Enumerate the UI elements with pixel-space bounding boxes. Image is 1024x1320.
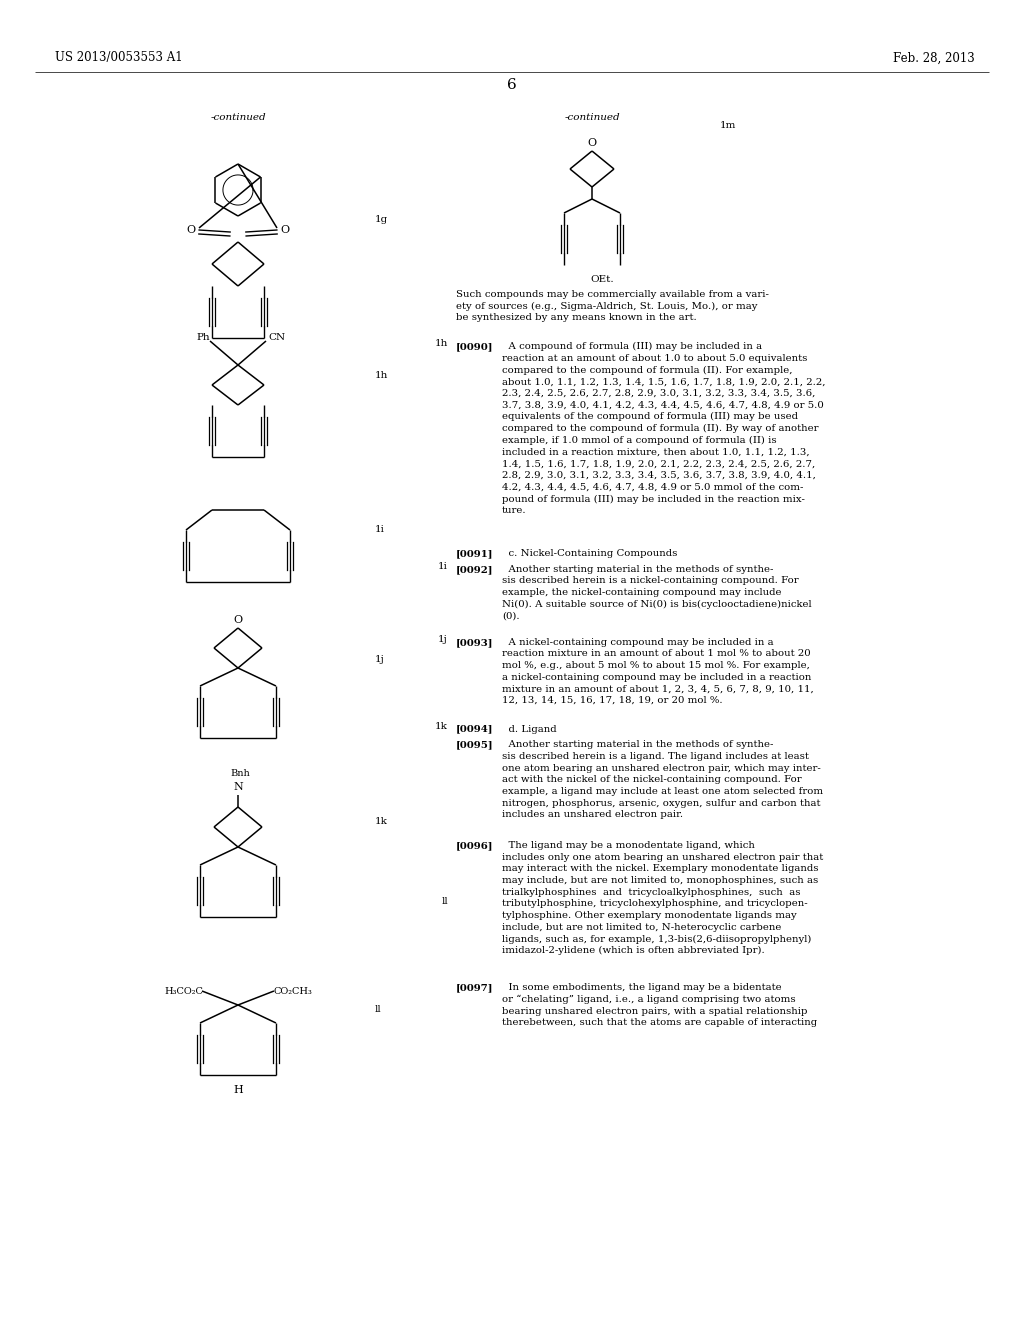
- Text: -continued: -continued: [210, 114, 266, 123]
- Text: [0094]: [0094]: [456, 725, 494, 734]
- Text: [0090]: [0090]: [456, 342, 494, 351]
- Text: CO₂CH₃: CO₂CH₃: [273, 987, 312, 997]
- Text: 1g: 1g: [375, 215, 388, 224]
- Text: O: O: [186, 224, 196, 235]
- Text: 1j: 1j: [375, 656, 385, 664]
- Text: [0091]: [0091]: [456, 549, 494, 558]
- Text: c. Nickel-Containing Compounds: c. Nickel-Containing Compounds: [502, 549, 677, 558]
- Text: N: N: [233, 781, 243, 792]
- Text: O: O: [281, 224, 290, 235]
- Text: Another starting material in the methods of synthe-
sis described herein is a li: Another starting material in the methods…: [502, 741, 823, 820]
- Text: H₃CO₂C: H₃CO₂C: [164, 987, 203, 997]
- Text: O: O: [588, 139, 597, 148]
- Text: US 2013/0053553 A1: US 2013/0053553 A1: [55, 51, 182, 65]
- Text: ll: ll: [375, 1006, 382, 1015]
- Text: 1h: 1h: [434, 339, 449, 348]
- Text: 1h: 1h: [375, 371, 388, 380]
- Text: [0095]: [0095]: [456, 741, 494, 750]
- Text: 1j: 1j: [438, 635, 449, 644]
- Text: In some embodiments, the ligand may be a bidentate
or “chelating” ligand, i.e., : In some embodiments, the ligand may be a…: [502, 983, 817, 1027]
- Text: [0092]: [0092]: [456, 565, 494, 574]
- Text: 6: 6: [507, 78, 517, 92]
- Text: 1i: 1i: [438, 562, 449, 572]
- Text: -continued: -continued: [564, 114, 620, 123]
- Text: 1k: 1k: [435, 722, 449, 731]
- Text: OEt.: OEt.: [590, 275, 613, 284]
- Text: d. Ligand: d. Ligand: [502, 725, 557, 734]
- Text: 1i: 1i: [375, 525, 385, 535]
- Text: A nickel-containing compound may be included in a
reaction mixture in an amount : A nickel-containing compound may be incl…: [502, 638, 814, 705]
- Text: Feb. 28, 2013: Feb. 28, 2013: [893, 51, 975, 65]
- Text: Such compounds may be commercially available from a vari-
ety of sources (e.g., : Such compounds may be commercially avail…: [456, 290, 769, 322]
- Text: [0096]: [0096]: [456, 841, 494, 850]
- Text: A compound of formula (III) may be included in a
reaction at an amount of about : A compound of formula (III) may be inclu…: [502, 342, 825, 515]
- Text: The ligand may be a monodentate ligand, which
includes only one atom bearing an : The ligand may be a monodentate ligand, …: [502, 841, 823, 956]
- Text: [0097]: [0097]: [456, 983, 494, 993]
- Text: CN: CN: [268, 333, 285, 342]
- Text: Another starting material in the methods of synthe-
sis described herein is a ni: Another starting material in the methods…: [502, 565, 812, 620]
- Text: H: H: [233, 1085, 243, 1096]
- Text: ll: ll: [441, 896, 449, 906]
- Text: 1k: 1k: [375, 817, 388, 826]
- Text: Bnh: Bnh: [230, 768, 250, 777]
- Text: Ph: Ph: [197, 333, 210, 342]
- Text: [0093]: [0093]: [456, 638, 494, 647]
- Text: 1m: 1m: [720, 121, 736, 131]
- Text: O: O: [233, 615, 243, 624]
